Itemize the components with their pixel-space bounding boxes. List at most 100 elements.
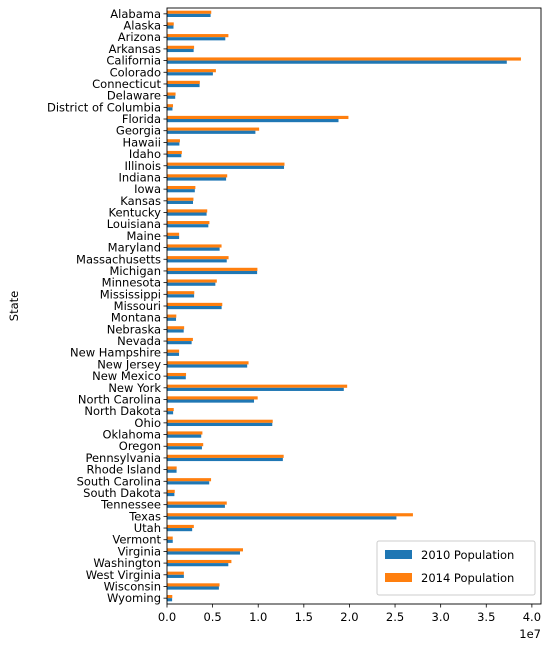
bar-2010-iowa bbox=[167, 189, 195, 193]
bar-2014-idaho bbox=[167, 150, 182, 155]
y-tick-label-arkansas: Arkansas bbox=[109, 42, 161, 56]
bar-2010-maine bbox=[167, 235, 180, 240]
bar-2010-new-hampshire bbox=[167, 352, 180, 356]
legend-label-2014: 2014 Population bbox=[421, 571, 514, 585]
bar-2010-utah bbox=[167, 528, 193, 532]
x-ticks: 0.0 0.5 1.0 1.5 2.0 2.5 3.0 3.5 4.0 bbox=[158, 604, 541, 624]
y-tick-label-georgia: Georgia bbox=[116, 124, 161, 138]
bar-2014-new-york bbox=[167, 384, 348, 388]
bar-2010-new-jersey bbox=[167, 364, 248, 368]
bar-2014-arizona bbox=[167, 34, 229, 38]
bar-2010-maryland bbox=[167, 247, 220, 251]
bar-2010-district-of-columbia bbox=[167, 107, 173, 111]
bar-2010-oklahoma bbox=[167, 434, 202, 438]
y-tick-label-vermont: Vermont bbox=[112, 533, 161, 547]
y-tick-label-idaho: Idaho bbox=[129, 147, 161, 161]
bars bbox=[167, 10, 521, 602]
bar-2014-arkansas bbox=[167, 45, 195, 49]
bar-2010-south-carolina bbox=[167, 481, 210, 485]
bar-2014-washington bbox=[167, 559, 232, 564]
bar-2014-kansas bbox=[167, 197, 194, 201]
bar-2010-north-carolina bbox=[167, 399, 255, 403]
y-tick-label-minnesota: Minnesota bbox=[102, 276, 161, 290]
bar-2014-new-jersey bbox=[167, 361, 249, 365]
bar-2010-colorado bbox=[167, 72, 213, 76]
bar-2014-wyoming bbox=[167, 595, 173, 599]
bar-2010-michigan bbox=[167, 270, 258, 275]
bar-2010-rhode-island bbox=[167, 469, 177, 473]
legend-swatch-2010 bbox=[385, 550, 412, 559]
bar-2014-maine bbox=[167, 232, 180, 236]
legend-box bbox=[376, 540, 536, 596]
bar-2010-new-mexico bbox=[167, 376, 186, 380]
bar-2014-tennessee bbox=[167, 501, 227, 505]
x-tick-label: 2.0 bbox=[340, 610, 358, 624]
y-tick-label-illinois: Illinois bbox=[125, 159, 162, 173]
y-tick-label-michigan: Michigan bbox=[109, 264, 161, 278]
bar-2010-massachusetts bbox=[167, 259, 227, 263]
bar-2014-oklahoma bbox=[167, 431, 203, 435]
bar-2010-illinois bbox=[167, 165, 285, 169]
bar-2010-minnesota bbox=[167, 282, 216, 286]
y-tick-label-alabama: Alabama bbox=[110, 7, 161, 21]
y-tick-label-massachusetts: Massachusetts bbox=[76, 252, 161, 266]
bar-2014-district-of-columbia bbox=[167, 104, 174, 108]
bar-2010-hawaii bbox=[167, 142, 180, 146]
y-tick-label-utah: Utah bbox=[134, 521, 161, 535]
y-tick-label-nevada: Nevada bbox=[117, 334, 161, 348]
y-tick-label-arizona: Arizona bbox=[118, 30, 161, 44]
bar-2014-kentucky bbox=[167, 209, 208, 213]
bar-2014-maryland bbox=[167, 244, 222, 248]
y-tick-label-north-carolina: North Carolina bbox=[78, 392, 161, 406]
bar-2014-north-dakota bbox=[167, 408, 174, 412]
y-tick-label-virginia: Virginia bbox=[118, 544, 161, 558]
y-tick-label-hawaii: Hawaii bbox=[122, 135, 161, 149]
bar-2014-north-carolina bbox=[167, 396, 258, 400]
bar-2014-new-hampshire bbox=[167, 349, 180, 353]
y-tick-label-iowa: Iowa bbox=[134, 182, 161, 196]
legend-swatch-2014 bbox=[385, 573, 412, 582]
y-tick-label-connecticut: Connecticut bbox=[92, 77, 161, 91]
y-tick-label-texas: Texas bbox=[128, 509, 161, 523]
bar-2014-nevada bbox=[167, 337, 193, 342]
bar-2010-missouri bbox=[167, 306, 222, 310]
bar-2014-vermont bbox=[167, 536, 173, 540]
y-tick-label-washington: Washington bbox=[93, 556, 161, 570]
y-tick-label-ohio: Ohio bbox=[134, 416, 161, 430]
y-tick-label-california: California bbox=[106, 54, 161, 68]
bar-2010-south-dakota bbox=[167, 492, 175, 497]
y-tick-label-oregon: Oregon bbox=[119, 439, 161, 453]
bar-2010-nevada bbox=[167, 341, 192, 345]
y-tick-label-south-carolina: South Carolina bbox=[77, 474, 161, 488]
y-axis-label: State bbox=[7, 291, 21, 321]
y-tick-label-pennsylvania: Pennsylvania bbox=[85, 451, 161, 465]
bar-2014-west-virginia bbox=[167, 571, 184, 575]
bar-2010-wyoming bbox=[167, 598, 173, 602]
x-tick-label: 2.5 bbox=[386, 610, 404, 624]
bar-2014-colorado bbox=[167, 69, 216, 73]
bar-2010-alaska bbox=[167, 25, 174, 29]
plot-frame bbox=[166, 7, 542, 605]
bar-2010-tennessee bbox=[167, 504, 225, 508]
bar-2010-west-virginia bbox=[167, 574, 184, 578]
bar-2014-alaska bbox=[167, 22, 174, 26]
x-tick-label: 4.0 bbox=[523, 610, 541, 624]
y-tick-label-colorado: Colorado bbox=[110, 65, 161, 79]
bar-2014-pennsylvania bbox=[167, 454, 284, 458]
bar-2014-ohio bbox=[167, 419, 273, 423]
x-tick-label: 3.5 bbox=[477, 610, 495, 624]
bar-2010-idaho bbox=[167, 154, 182, 158]
bar-2010-washington bbox=[167, 563, 229, 567]
y-tick-label-new-mexico: New Mexico bbox=[92, 369, 161, 383]
bar-2014-mississippi bbox=[167, 291, 195, 295]
bar-2014-delaware bbox=[167, 92, 176, 96]
bar-2010-pennsylvania bbox=[167, 457, 283, 462]
y-tick-label-mississippi: Mississippi bbox=[100, 287, 161, 301]
legend-label-2010: 2010 Population bbox=[421, 548, 514, 562]
bar-2014-minnesota bbox=[167, 279, 217, 283]
bar-2010-louisiana bbox=[167, 224, 209, 228]
bar-2014-south-carolina bbox=[167, 478, 212, 482]
y-tick-label-maine: Maine bbox=[126, 229, 161, 243]
bar-2014-california bbox=[167, 57, 521, 61]
y-tick-label-louisiana: Louisiana bbox=[107, 217, 161, 231]
